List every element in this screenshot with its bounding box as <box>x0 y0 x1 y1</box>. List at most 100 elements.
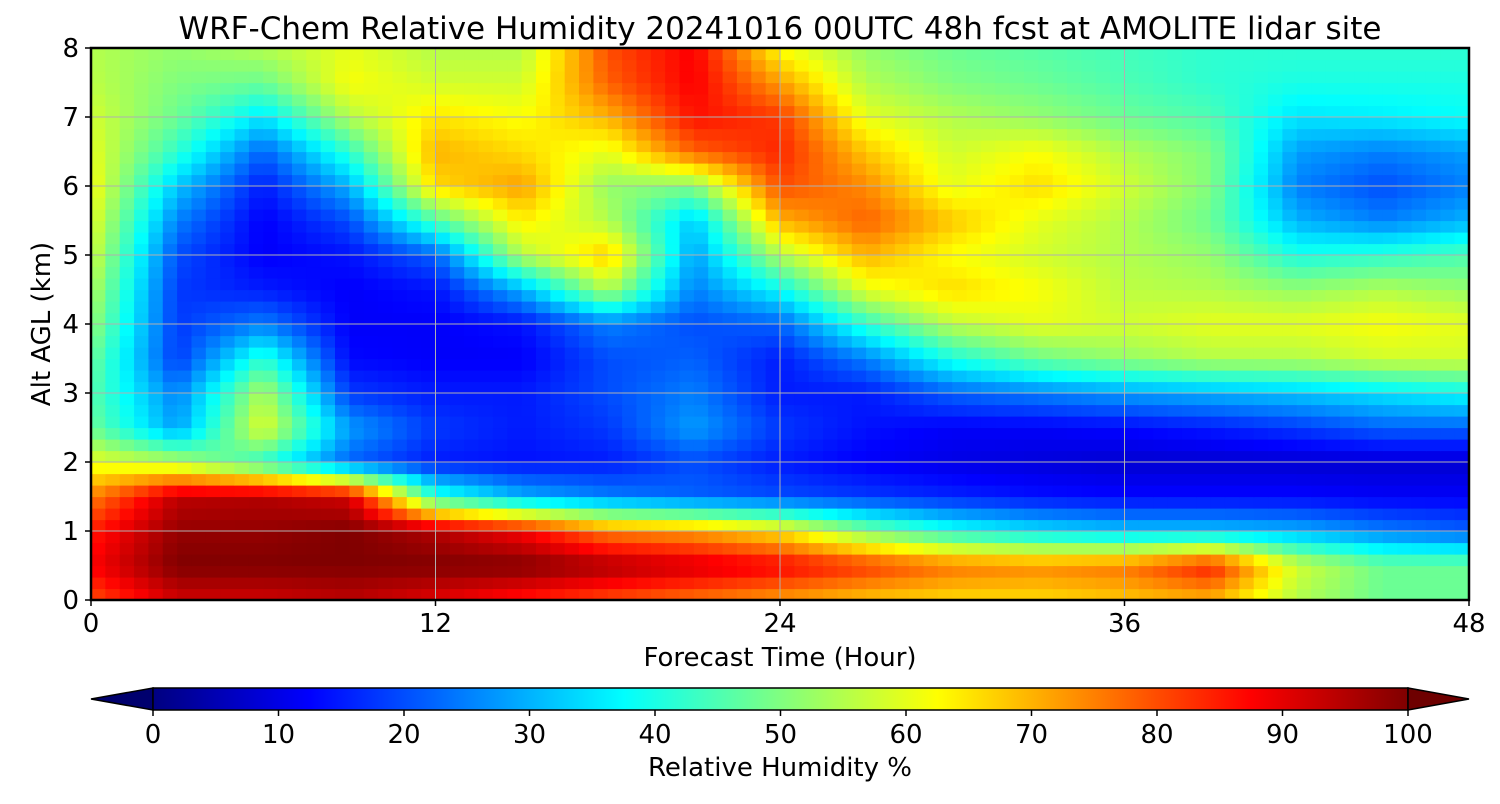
heatmap-cell <box>363 105 379 118</box>
heatmap-cell <box>478 427 494 440</box>
heatmap-cell <box>162 485 178 498</box>
heatmap-cell <box>205 542 221 555</box>
heatmap-cell <box>665 450 681 463</box>
heatmap-cell <box>1325 117 1341 130</box>
heatmap-cell <box>507 381 523 394</box>
heatmap-cell <box>894 565 910 578</box>
heatmap-cell <box>665 416 681 429</box>
heatmap-cell <box>1339 358 1355 371</box>
heatmap-cell <box>1282 554 1298 567</box>
heatmap-cell <box>880 577 896 590</box>
heatmap-cell <box>1052 117 1068 130</box>
heatmap-cell <box>980 404 996 417</box>
heatmap-cell <box>1354 117 1370 130</box>
heatmap-cell <box>320 370 336 383</box>
heatmap-cell <box>1153 588 1169 600</box>
heatmap-cell <box>148 128 164 141</box>
heatmap-cell <box>1339 105 1355 118</box>
heatmap-cell <box>636 554 652 567</box>
heatmap-cell <box>148 496 164 509</box>
heatmap-cell <box>923 71 939 84</box>
heatmap-cell <box>880 301 896 314</box>
heatmap-cell <box>1325 381 1341 394</box>
heatmap-cell <box>1167 473 1183 486</box>
heatmap-cell <box>1282 151 1298 164</box>
heatmap-cell <box>808 347 824 360</box>
heatmap-cell <box>650 381 666 394</box>
heatmap-cell <box>335 450 350 463</box>
heatmap-cell <box>507 485 523 498</box>
heatmap-cell <box>1138 278 1154 291</box>
heatmap-cell <box>119 209 135 222</box>
heatmap-cell <box>220 105 236 118</box>
heatmap-cell <box>105 174 121 187</box>
heatmap-cell <box>794 427 810 440</box>
heatmap-cell <box>91 381 106 394</box>
heatmap-cell <box>1110 289 1126 302</box>
heatmap-cell <box>205 140 221 153</box>
heatmap-cell <box>91 519 106 532</box>
heatmap-cell <box>1440 209 1456 222</box>
heatmap-cell <box>851 186 867 199</box>
heatmap-cell <box>550 71 566 84</box>
heatmap-cell <box>449 94 465 107</box>
heatmap-cell <box>1268 531 1283 544</box>
heatmap-cell <box>851 324 867 337</box>
heatmap-cell <box>1024 358 1039 371</box>
heatmap-cell <box>320 531 336 544</box>
heatmap-cell <box>894 588 910 600</box>
heatmap-cell <box>952 105 968 118</box>
heatmap-cell <box>1382 220 1398 233</box>
heatmap-cell <box>205 450 221 463</box>
heatmap-cell <box>1181 243 1197 256</box>
heatmap-cell <box>751 358 767 371</box>
heatmap-cell <box>1167 404 1183 417</box>
heatmap-cell <box>1095 151 1111 164</box>
heatmap-cell <box>105 370 121 383</box>
heatmap-cell <box>1239 266 1255 279</box>
heatmap-cell <box>1425 577 1441 590</box>
heatmap-cell <box>937 439 953 452</box>
heatmap-cell <box>851 462 867 475</box>
heatmap-cell <box>837 508 853 521</box>
heatmap-cell <box>909 209 925 222</box>
heatmap-cell <box>277 531 293 544</box>
heatmap-cell <box>263 358 279 371</box>
heatmap-cell <box>1110 209 1126 222</box>
heatmap-cell <box>134 577 150 590</box>
heatmap-cell <box>177 255 193 268</box>
heatmap-cell <box>1354 347 1370 360</box>
heatmap-cell <box>134 565 150 578</box>
heatmap-cell <box>205 174 221 187</box>
heatmap-cell <box>679 427 695 440</box>
heatmap-cell <box>722 462 738 475</box>
heatmap-cell <box>866 128 882 141</box>
heatmap-cell <box>550 220 566 233</box>
heatmap-cell <box>1282 485 1298 498</box>
heatmap-cell <box>952 71 968 84</box>
heatmap-cell <box>435 243 451 256</box>
heatmap-cell <box>1296 393 1312 406</box>
heatmap-cell <box>492 485 508 498</box>
heatmap-cell <box>1181 404 1197 417</box>
heatmap-cell <box>780 151 795 164</box>
heatmap-cell <box>234 381 250 394</box>
heatmap-cell <box>248 404 264 417</box>
heatmap-cell <box>622 197 638 210</box>
heatmap-cell <box>507 266 523 279</box>
heatmap-cell <box>579 117 594 130</box>
heatmap-cell <box>564 266 580 279</box>
heatmap-cell <box>650 404 666 417</box>
heatmap-cell <box>478 301 494 314</box>
heatmap-cell <box>1067 117 1083 130</box>
heatmap-cell <box>1181 82 1197 95</box>
heatmap-cell <box>780 48 795 61</box>
heatmap-cell <box>148 565 164 578</box>
heatmap-cell <box>679 335 695 348</box>
heatmap-cell <box>550 301 566 314</box>
heatmap-cell <box>550 163 566 176</box>
heatmap-cell <box>1296 255 1312 268</box>
heatmap-cell <box>1210 151 1226 164</box>
heatmap-cell <box>894 232 910 245</box>
heatmap-cell <box>464 186 480 199</box>
